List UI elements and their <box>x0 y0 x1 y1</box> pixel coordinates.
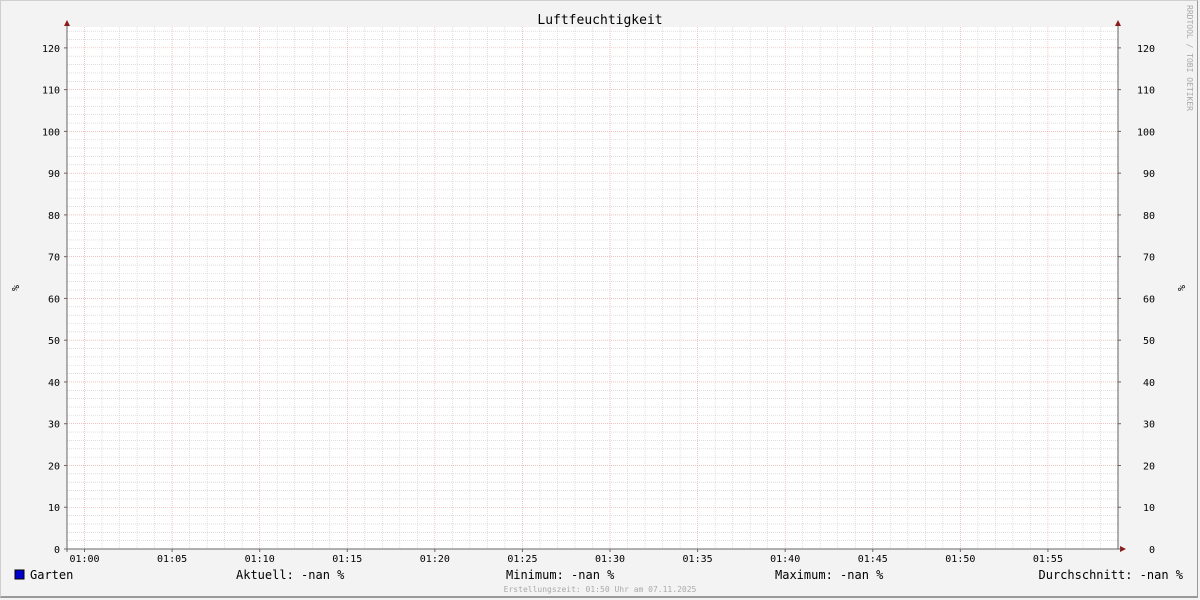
legend-swatch-garten <box>14 569 25 580</box>
x-tick-label: 01:00 <box>69 554 99 565</box>
x-tick-label: 01:25 <box>507 554 537 565</box>
y-tick-label-right: 50 <box>1143 336 1155 347</box>
watermark: RRDTOOL / TOBI OETIKER <box>1185 5 1194 111</box>
x-tick-label: 01:45 <box>858 554 888 565</box>
y-tick-label: 0 <box>54 545 60 556</box>
chart-title: Luftfeuchtigkeit <box>537 13 662 28</box>
y-tick-label-right: 80 <box>1143 211 1155 222</box>
y-tick-label: 90 <box>48 169 60 180</box>
y-tick-label-right: 60 <box>1143 294 1155 305</box>
footer-timestamp: Erstellungszeit: 01:50 Uhr am 07.11.2025 <box>504 585 697 594</box>
x-tick-label: 01:10 <box>245 554 275 565</box>
x-tick-label: 01:35 <box>683 554 713 565</box>
y-tick-label-right: 110 <box>1137 86 1155 97</box>
y-tick-label: 120 <box>42 44 60 55</box>
x-axis-arrow <box>1120 546 1126 552</box>
y-tick-label-right: 30 <box>1143 420 1155 431</box>
y-tick-label: 100 <box>42 127 60 138</box>
y-tick-label: 80 <box>48 211 60 222</box>
y-tick-label-right: 120 <box>1137 44 1155 55</box>
y-tick-label: 10 <box>48 503 60 514</box>
y-tick-label: 60 <box>48 294 60 305</box>
y-tick-label-right: 70 <box>1143 253 1155 264</box>
y-axis-label-left: % <box>9 285 20 291</box>
y-tick-label: 40 <box>48 378 60 389</box>
x-tick-label: 01:50 <box>945 554 975 565</box>
y-tick-label: 70 <box>48 253 60 264</box>
legend-minimum: Minimum: -nan % <box>506 568 615 582</box>
y-axis-arrow-right <box>1115 20 1121 26</box>
legend-average: Durchschnitt: -nan % <box>1039 568 1184 582</box>
y-tick-label-right: 20 <box>1143 461 1155 472</box>
legend-maximum: Maximum: -nan % <box>775 568 884 582</box>
y-tick-label-right: 10 <box>1143 503 1155 514</box>
y-tick-label-right: 90 <box>1143 169 1155 180</box>
y-tick-label: 20 <box>48 461 60 472</box>
axes <box>64 20 1126 552</box>
y-axis-label-right: % <box>1175 285 1186 291</box>
legend-series-name: Garten <box>30 568 73 582</box>
x-tick-label: 01:40 <box>770 554 800 565</box>
legend-current: Aktuell: -nan % <box>236 568 345 582</box>
tick-labels: 0 0 10 10 20 20 30 30 40 40 50 50 60 60 70 70 80 80 90 90 10… <box>42 44 1155 565</box>
y-tick-label: 30 <box>48 420 60 431</box>
x-tick-label: 01:55 <box>1033 554 1063 565</box>
y-tick-label-right: 0 <box>1149 545 1155 556</box>
y-tick-label: 110 <box>42 86 60 97</box>
x-tick-label: 01:30 <box>595 554 625 565</box>
x-tick-label: 01:05 <box>157 554 187 565</box>
y-axis-arrow-left <box>64 20 70 26</box>
y-tick-label: 50 <box>48 336 60 347</box>
y-tick-label-right: 100 <box>1137 127 1155 138</box>
y-tick-label-right: 40 <box>1143 378 1155 389</box>
x-tick-label: 01:20 <box>420 554 450 565</box>
x-tick-label: 01:15 <box>332 554 362 565</box>
